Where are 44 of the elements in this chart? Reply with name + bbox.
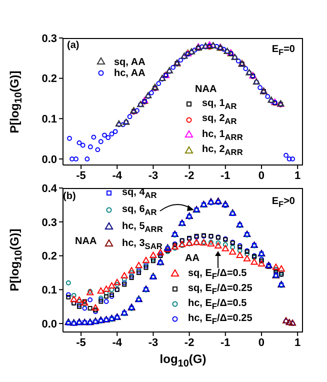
- x-tick-label: -4: [112, 170, 123, 182]
- annotation: E$_{F}$>0: [272, 196, 295, 209]
- x-tick-label: -1: [220, 170, 230, 182]
- x-tick-label: 1: [294, 170, 301, 182]
- legend-label: hc, 2$_{ARR}$: [202, 144, 243, 157]
- y-tick-label: 0.1: [42, 114, 57, 126]
- x-tick-label: -1: [220, 336, 230, 349]
- legend-label: hc, E$_{F}$/Δ=0.5: [188, 298, 247, 310]
- y-tick-label: 0.3: [42, 32, 57, 45]
- y-tick-label: 0.1: [42, 284, 57, 297]
- x-tick-label: 0: [258, 170, 265, 182]
- x-tick-label: 0: [258, 336, 265, 349]
- y-tick-label: 0.2: [42, 73, 57, 86]
- legend-label: sq, 1$_{AR}$: [202, 98, 237, 110]
- legend-label: sq, 6$_{AR}$: [122, 204, 157, 216]
- x-tick-label: -4: [112, 336, 123, 349]
- x-tick-label: -5: [76, 170, 86, 182]
- x-tick-label: -3: [148, 336, 158, 349]
- x-tick-label: -5: [76, 336, 86, 349]
- annotation: E$_{F}$=0: [272, 44, 295, 57]
- legend-label: hc, E$_{F}$/Δ=0.25: [188, 312, 252, 326]
- x-tick-label: 1: [294, 336, 301, 349]
- x-axis-title: log$_{10}$(G): [160, 352, 206, 370]
- legend-label: sq, 2$_{AR}$: [202, 113, 237, 126]
- y-tick-label: 0.2: [42, 250, 57, 263]
- legend-label: hc, AA: [114, 68, 146, 78]
- y-tick-label: 0.4: [42, 182, 58, 195]
- y-tick-label: 0.3: [42, 216, 57, 229]
- y-tick-label: 0.0: [42, 318, 57, 330]
- annotation: NAA: [75, 236, 97, 247]
- legend-label: hc, 1$_{ARR}$: [202, 128, 243, 142]
- x-tick-label: -2: [184, 336, 194, 349]
- legend-label: sq, E$_{F}$/Δ=0.25: [188, 282, 252, 296]
- annotation: NAA: [195, 84, 217, 95]
- legend-label: sq, E$_{F}$/Δ=0.5: [188, 268, 247, 280]
- legend-label: sq, AA: [114, 56, 146, 68]
- legend-label: hc, 3$_{SAR}$: [122, 238, 162, 250]
- x-tick-label: -3: [148, 170, 158, 182]
- annotation: AA: [185, 253, 200, 264]
- y-tick-label: 0.0: [42, 154, 57, 166]
- legend-label: hc, 5$_{ARR}$: [122, 220, 163, 234]
- annotation: (b): [63, 191, 76, 202]
- x-tick-label: -2: [184, 170, 194, 182]
- annotation: (a): [67, 40, 80, 51]
